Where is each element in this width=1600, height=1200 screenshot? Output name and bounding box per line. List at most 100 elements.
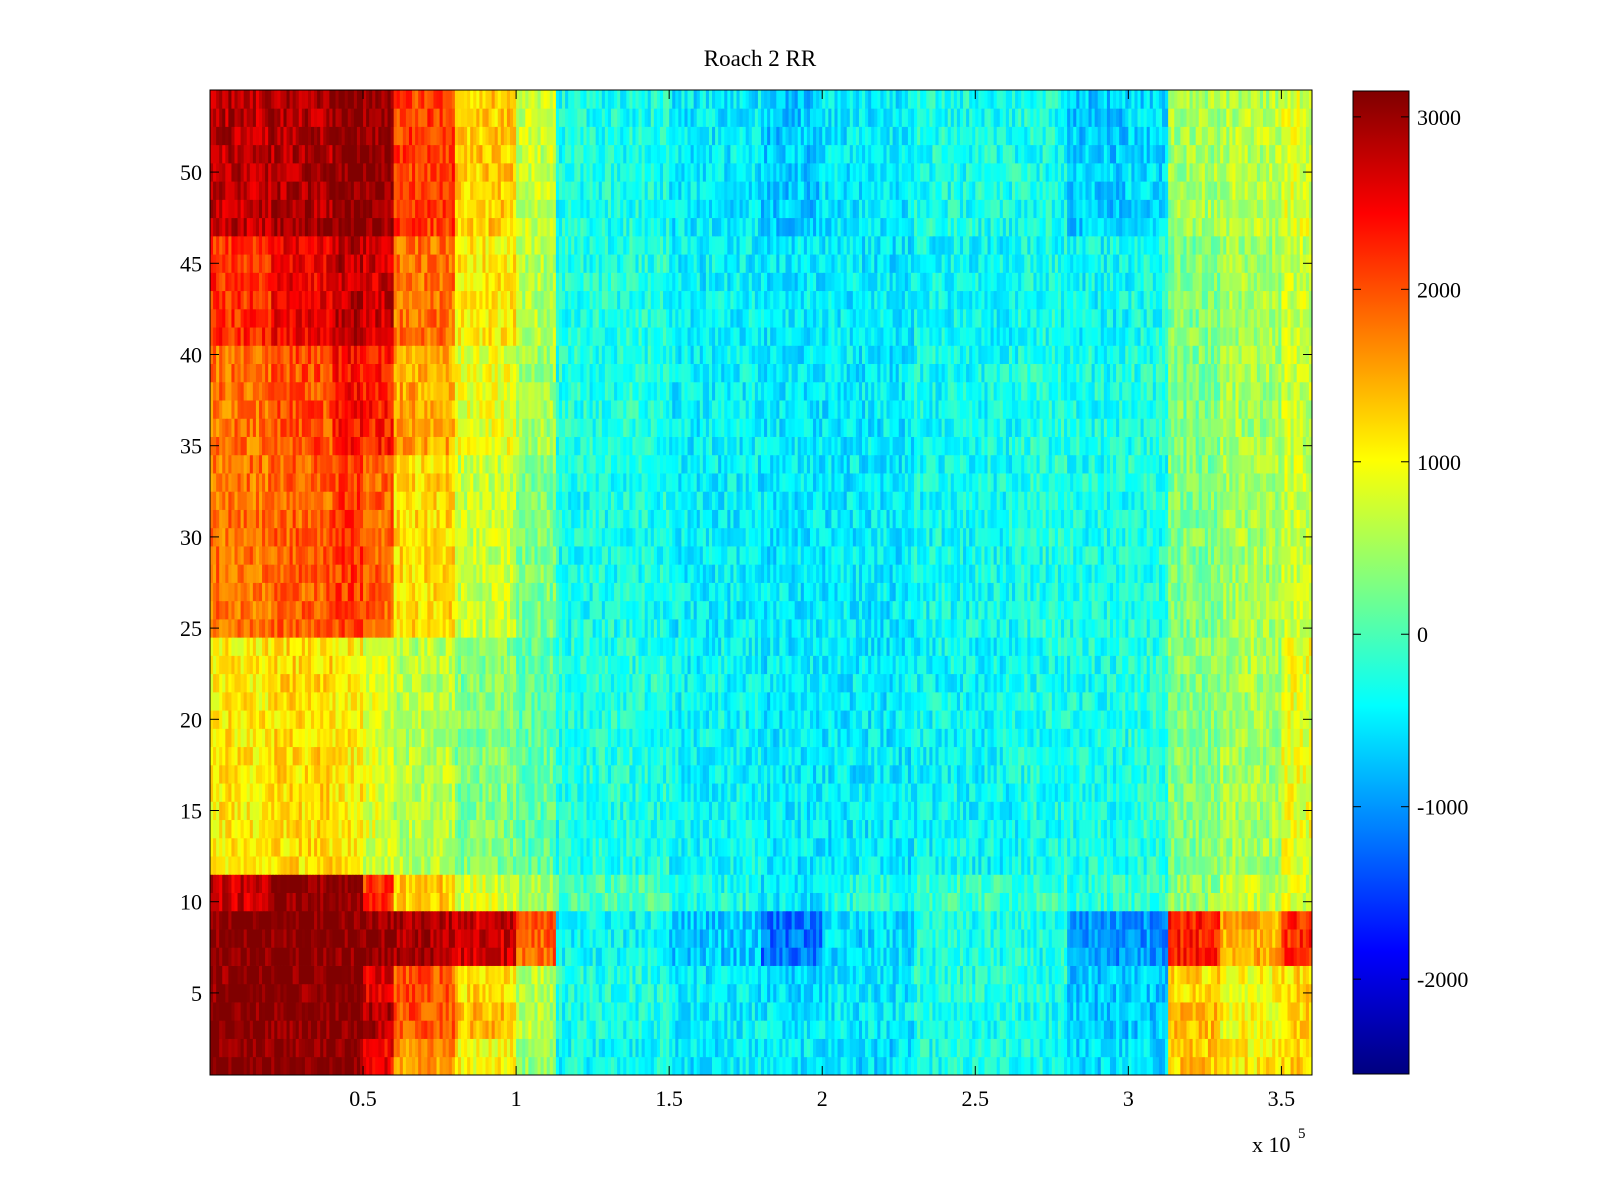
heatmap-cell	[1250, 856, 1255, 875]
heatmap-cell	[1165, 1038, 1169, 1058]
heatmap-cell	[506, 929, 511, 948]
heatmap-cell	[369, 947, 373, 966]
heatmap-cell	[549, 983, 554, 1003]
heatmap-cell	[412, 947, 416, 966]
heatmap-cell	[852, 965, 857, 985]
heatmap-cell	[764, 837, 768, 857]
heatmap-cell	[228, 1002, 233, 1021]
heatmap-cell	[497, 1056, 502, 1075]
heatmap-cell	[1155, 1056, 1160, 1075]
heatmap-cell	[901, 874, 906, 893]
heatmap-cell	[1158, 856, 1163, 875]
heatmap-cell	[1281, 983, 1286, 1003]
heatmap-cell	[1229, 892, 1234, 912]
heatmap-cell	[941, 965, 946, 985]
heatmap-cell	[356, 947, 361, 966]
heatmap-cell	[1272, 892, 1276, 912]
heatmap-cell	[274, 965, 278, 985]
heatmap-cell	[467, 947, 471, 966]
heatmap-cell	[213, 947, 217, 966]
heatmap-cell	[1128, 837, 1132, 857]
heatmap-cell	[283, 837, 288, 857]
heatmap-cell	[1125, 983, 1129, 1003]
heatmap-cell	[687, 874, 692, 893]
heatmap-cell	[1008, 983, 1013, 1003]
heatmap-cell	[412, 837, 416, 857]
heatmap-cell	[393, 892, 398, 912]
heatmap-cell	[320, 856, 324, 875]
heatmap-cell	[663, 983, 667, 1003]
heatmap-cell	[635, 983, 640, 1003]
heatmap-cell	[1106, 965, 1111, 985]
heatmap-cell	[659, 983, 664, 1003]
heatmap-cell	[1036, 1020, 1041, 1039]
heatmap-cell	[794, 929, 799, 948]
heatmap-cell	[1109, 1002, 1114, 1021]
heatmap-cell	[451, 1038, 456, 1058]
heatmap-cell	[959, 819, 964, 839]
heatmap-cell	[295, 1002, 300, 1021]
heatmap-cell	[1207, 837, 1212, 857]
heatmap-cell	[963, 1056, 967, 1075]
heatmap-cell	[216, 947, 220, 966]
heatmap-cell	[751, 1020, 756, 1039]
heatmap-cell	[611, 983, 615, 1003]
heatmap-cell	[788, 965, 793, 985]
heatmap-cell	[846, 892, 851, 912]
heatmap-cell	[1232, 1038, 1237, 1058]
heatmap-cell	[1217, 1020, 1221, 1039]
heatmap-cell	[283, 1056, 288, 1075]
heatmap-cell	[629, 1020, 634, 1039]
heatmap-cell	[513, 1020, 517, 1039]
heatmap-cell	[831, 947, 836, 966]
heatmap-cell	[1116, 856, 1120, 875]
heatmap-cell	[1165, 1002, 1169, 1021]
heatmap-cell	[1079, 856, 1084, 875]
heatmap-cell	[390, 892, 395, 912]
heatmap-cell	[932, 892, 937, 912]
heatmap-cell	[555, 983, 560, 1003]
heatmap-cell	[213, 1020, 217, 1039]
heatmap-cell	[320, 983, 324, 1003]
heatmap-cell	[488, 1056, 493, 1075]
heatmap-cell	[644, 892, 649, 912]
heatmap-cell	[953, 874, 958, 893]
heatmap-cell	[1005, 947, 1010, 966]
heatmap-cell	[522, 983, 526, 1003]
heatmap-cell	[617, 837, 621, 857]
heatmap-cell	[914, 1038, 918, 1058]
heatmap-cell	[669, 837, 673, 857]
heatmap-cell	[788, 837, 793, 857]
heatmap-cell	[941, 892, 946, 912]
heatmap-cell	[301, 1038, 306, 1058]
heatmap-cell	[806, 910, 811, 930]
heatmap-cell	[534, 837, 539, 857]
heatmap-cell	[271, 1020, 275, 1039]
heatmap-cell	[1229, 1038, 1234, 1058]
heatmap-cell	[577, 837, 581, 857]
heatmap-cell	[1140, 1020, 1145, 1039]
heatmap-cell	[1174, 910, 1178, 930]
heatmap-cell	[258, 856, 263, 875]
heatmap-cell	[375, 910, 379, 930]
heatmap-cell	[1195, 1056, 1200, 1075]
heatmap-cell	[347, 819, 352, 839]
heatmap-cell	[843, 910, 848, 930]
heatmap-cell	[565, 1002, 569, 1021]
heatmap-cell	[252, 910, 257, 930]
heatmap-cell	[592, 819, 597, 839]
heatmap-cell	[715, 1002, 719, 1021]
heatmap-cell	[1244, 929, 1249, 948]
heatmap-cell	[485, 1038, 490, 1058]
heatmap-cell	[932, 910, 937, 930]
heatmap-cell	[1220, 929, 1224, 948]
heatmap-cell	[1018, 856, 1022, 875]
heatmap-cell	[1165, 947, 1169, 966]
heatmap-cell	[865, 1056, 869, 1075]
heatmap-cell	[773, 929, 777, 948]
heatmap-cell	[1223, 837, 1227, 857]
heatmap-cell	[666, 819, 670, 839]
heatmap-cell	[1085, 1056, 1090, 1075]
heatmap-cell	[595, 1056, 600, 1075]
heatmap-cell	[494, 965, 499, 985]
